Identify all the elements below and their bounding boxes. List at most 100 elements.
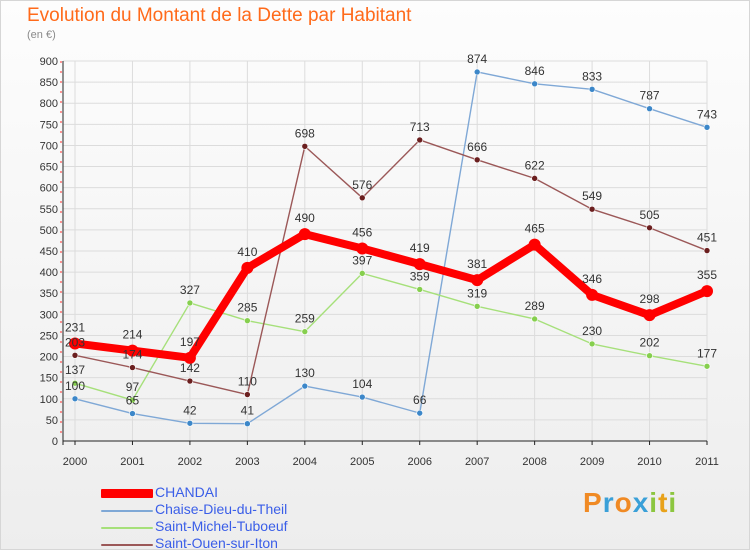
x-tick-label: 2006 (407, 456, 431, 468)
data-label-saint-michel-tuboeuf: 259 (295, 312, 315, 326)
data-point-chandai (643, 309, 656, 322)
data-point-saint-michel-tuboeuf (646, 352, 653, 360)
y-tick-label: 450 (40, 246, 58, 258)
data-point-saint-ouen-sur-iton (71, 351, 79, 359)
y-tick-label: 100 (40, 394, 58, 406)
data-point-chandai (701, 285, 713, 298)
data-label-chaise-dieu-du-theil: 874 (467, 52, 487, 66)
data-point-chaise-dieu-du-theil (588, 85, 596, 93)
series-line-chaise-dieu-du-theil (74, 71, 708, 425)
y-tick-label: 650 (40, 162, 58, 174)
data-label-chaise-dieu-du-theil: 66 (413, 393, 427, 407)
y-tick-label: 300 (40, 309, 58, 321)
data-label-chandai: 298 (640, 292, 660, 306)
y-tick-label: 700 (40, 140, 58, 152)
data-point-saint-michel-tuboeuf (358, 270, 366, 277)
data-point-saint-michel-tuboeuf (129, 396, 136, 404)
logo-letter: x (632, 487, 650, 518)
data-label-saint-michel-tuboeuf: 359 (410, 269, 430, 283)
data-label-chaise-dieu-du-theil: 846 (525, 64, 545, 78)
data-point-saint-michel-tuboeuf (416, 286, 424, 293)
data-point-saint-ouen-sur-iton (473, 156, 481, 164)
x-tick-label: 2004 (293, 456, 317, 468)
legend-swatch-saint-ouen-sur-iton (101, 544, 153, 546)
legend-swatch-chaise-dieu-du-theil (101, 510, 153, 512)
data-point-chaise-dieu-du-theil (301, 382, 309, 390)
data-label-chandai: 456 (352, 225, 372, 239)
data-label-saint-ouen-sur-iton: 666 (467, 140, 487, 154)
data-label-chandai: 214 (122, 328, 142, 342)
data-point-saint-michel-tuboeuf (588, 340, 596, 348)
data-label-saint-michel-tuboeuf: 97 (126, 380, 140, 394)
y-tick-label: 250 (40, 330, 58, 342)
data-point-saint-michel-tuboeuf (301, 328, 309, 335)
y-tick-label: 750 (40, 119, 58, 131)
data-point-chaise-dieu-du-theil (71, 395, 79, 403)
legend-label-saint-michel-tuboeuf: Saint-Michel-Tuboeuf (155, 518, 288, 534)
data-point-saint-michel-tuboeuf (473, 303, 481, 310)
data-point-saint-ouen-sur-iton (646, 224, 653, 232)
data-point-chaise-dieu-du-theil (703, 123, 711, 131)
data-point-chandai (241, 261, 254, 274)
legend-swatch-chandai (101, 489, 153, 498)
data-label-chaise-dieu-du-theil: 833 (582, 69, 602, 83)
x-tick-label: 2003 (235, 456, 259, 468)
data-label-saint-ouen-sur-iton: 622 (525, 158, 545, 172)
legend-label-saint-ouen-sur-iton: Saint-Ouen-sur-Iton (155, 535, 278, 551)
data-point-chaise-dieu-du-theil (186, 419, 194, 427)
data-label-saint-ouen-sur-iton: 549 (582, 189, 602, 203)
data-label-chandai: 419 (410, 241, 430, 255)
data-label-saint-michel-tuboeuf: 202 (640, 336, 660, 350)
data-label-saint-ouen-sur-iton: 505 (640, 208, 660, 222)
legend-swatch-saint-michel-tuboeuf (101, 527, 153, 529)
data-label-saint-michel-tuboeuf: 319 (467, 286, 487, 300)
data-label-chandai: 490 (295, 211, 315, 225)
data-label-chaise-dieu-du-theil: 104 (352, 377, 372, 391)
data-point-saint-michel-tuboeuf (703, 362, 711, 370)
data-point-chandai (126, 344, 139, 357)
legend-item-saint-ouen-sur-iton: Saint-Ouen-sur-Iton (101, 535, 421, 553)
data-point-chaise-dieu-du-theil (473, 68, 481, 76)
logo-letter: i (668, 487, 678, 518)
data-point-chaise-dieu-du-theil (358, 393, 366, 401)
y-tick-label: 800 (40, 98, 58, 110)
data-point-chaise-dieu-du-theil (416, 409, 424, 417)
y-tick-label: 350 (40, 288, 58, 300)
legend-item-chandai: CHANDAI (101, 484, 421, 502)
y-tick-label: 900 (40, 56, 58, 68)
data-point-saint-ouen-sur-iton (129, 364, 136, 371)
data-label-saint-michel-tuboeuf: 177 (697, 346, 717, 360)
data-label-saint-ouen-sur-iton: 451 (697, 231, 717, 245)
y-tick-label: 500 (40, 225, 58, 237)
x-tick-label: 2008 (522, 456, 546, 468)
data-point-chandai (413, 258, 426, 271)
series-line-saint-ouen-sur-iton (74, 139, 708, 396)
data-point-saint-michel-tuboeuf (71, 379, 79, 387)
data-label-chaise-dieu-du-theil: 130 (295, 366, 315, 380)
data-label-chandai: 197 (180, 335, 200, 349)
data-point-chaise-dieu-du-theil (646, 105, 653, 113)
y-tick-label: 150 (40, 373, 58, 385)
data-label-chaise-dieu-du-theil: 100 (65, 379, 85, 393)
data-label-saint-michel-tuboeuf: 397 (352, 253, 372, 267)
data-point-saint-ouen-sur-iton (186, 377, 194, 385)
x-tick-label: 2000 (63, 456, 87, 468)
data-label-chaise-dieu-du-theil: 41 (241, 404, 255, 418)
data-label-chandai: 410 (237, 245, 257, 259)
data-point-saint-ouen-sur-iton (416, 136, 424, 144)
data-label-chaise-dieu-du-theil: 65 (126, 394, 140, 408)
data-point-saint-ouen-sur-iton (531, 175, 538, 182)
data-point-chandai (298, 228, 311, 241)
data-label-saint-ouen-sur-iton: 576 (352, 178, 372, 192)
data-point-saint-ouen-sur-iton (358, 194, 366, 202)
data-point-chaise-dieu-du-theil (129, 410, 136, 417)
data-label-saint-ouen-sur-iton: 174 (122, 348, 142, 362)
data-point-saint-ouen-sur-iton (703, 247, 711, 254)
x-tick-label: 2001 (120, 456, 144, 468)
series-line-saint-michel-tuboeuf (74, 272, 708, 401)
data-point-chaise-dieu-du-theil (244, 420, 251, 427)
data-label-chandai: 346 (582, 272, 602, 286)
data-label-chandai: 355 (697, 268, 717, 282)
